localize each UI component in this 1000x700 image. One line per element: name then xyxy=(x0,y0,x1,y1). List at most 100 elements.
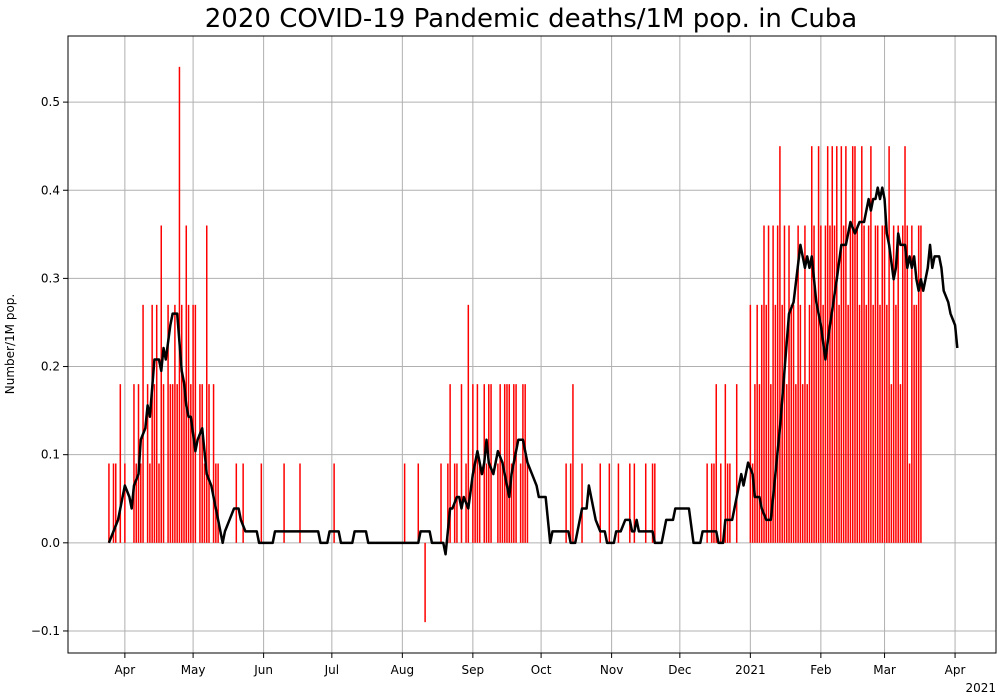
daily-bar xyxy=(474,463,476,543)
daily-bar xyxy=(176,384,178,543)
daily-bar xyxy=(713,463,715,543)
daily-bar xyxy=(902,225,904,543)
y-tick-label: 0.0 xyxy=(41,536,60,550)
daily-bar xyxy=(187,304,190,543)
daily-bar xyxy=(799,304,802,543)
daily-bar xyxy=(831,146,833,543)
daily-bar xyxy=(515,384,517,543)
daily-bar xyxy=(629,463,631,543)
daily-bar xyxy=(804,225,806,543)
daily-bar xyxy=(817,146,820,543)
daily-bar xyxy=(485,463,488,543)
x-tick-label: Jul xyxy=(324,663,339,677)
daily-bar xyxy=(715,384,717,543)
daily-bar xyxy=(460,384,463,543)
daily-bar xyxy=(190,384,192,543)
daily-bar xyxy=(815,304,818,543)
daily-bar xyxy=(212,384,215,543)
daily-bar xyxy=(833,225,836,543)
daily-bar xyxy=(417,463,420,543)
daily-bar xyxy=(895,304,897,543)
daily-bar xyxy=(710,463,713,543)
daily-bar xyxy=(497,463,499,543)
daily-bar xyxy=(171,384,174,543)
daily-bar xyxy=(644,463,647,543)
daily-bar xyxy=(160,225,162,543)
daily-bar xyxy=(770,384,772,543)
daily-bar xyxy=(856,225,858,543)
y-axis-label: Number/1M pop. xyxy=(3,294,17,394)
daily-bar xyxy=(849,225,852,543)
daily-bar xyxy=(119,384,122,543)
daily-bar xyxy=(913,304,915,543)
daily-bar xyxy=(151,304,153,543)
daily-bar xyxy=(836,146,838,543)
daily-bar xyxy=(751,463,754,543)
daily-bar xyxy=(917,225,920,543)
daily-bar xyxy=(888,146,890,543)
daily-bar xyxy=(788,225,790,543)
daily-bar xyxy=(795,384,797,543)
daily-bar xyxy=(906,225,909,543)
daily-bar xyxy=(572,384,574,543)
daily-bar xyxy=(872,304,874,543)
daily-bar xyxy=(167,304,169,543)
daily-bar xyxy=(112,463,115,543)
daily-bar xyxy=(447,463,449,543)
daily-bar xyxy=(217,463,219,543)
daily-bar xyxy=(108,463,110,543)
daily-bar xyxy=(581,463,583,543)
daily-bar xyxy=(242,463,244,543)
x-tick-label: Apr xyxy=(945,663,966,677)
daily-bar xyxy=(192,304,194,543)
daily-bar xyxy=(180,304,183,543)
daily-bar xyxy=(870,146,872,543)
daily-bar xyxy=(735,384,738,543)
daily-bar xyxy=(890,384,893,543)
daily-bar xyxy=(510,463,513,543)
daily-bar xyxy=(915,304,918,543)
daily-bar xyxy=(651,463,654,543)
daily-bar xyxy=(467,304,470,543)
daily-bar xyxy=(153,384,156,543)
daily-bar xyxy=(178,66,181,543)
x-tick-label: Mar xyxy=(873,663,896,677)
daily-bar xyxy=(806,384,808,543)
daily-bar xyxy=(617,463,620,543)
daily-bar xyxy=(706,463,708,543)
daily-bar xyxy=(235,463,238,543)
daily-bar xyxy=(820,225,822,543)
daily-bar xyxy=(845,146,847,543)
daily-bar xyxy=(654,463,656,543)
x-tick-label: May xyxy=(181,663,206,677)
daily-bar xyxy=(424,542,426,623)
daily-bar xyxy=(174,304,176,543)
daily-bar xyxy=(824,225,827,543)
plot-frame xyxy=(67,35,997,654)
daily-bar xyxy=(767,225,770,543)
y-tick-label: 0.3 xyxy=(41,271,60,285)
grid xyxy=(68,36,996,653)
daily-bar xyxy=(797,225,799,543)
daily-bar xyxy=(508,384,510,543)
daily-bar xyxy=(861,146,863,543)
daily-bar xyxy=(779,146,781,543)
daily-bar xyxy=(169,384,172,543)
daily-bar xyxy=(842,225,845,543)
daily-bar xyxy=(608,463,611,543)
daily-bar xyxy=(599,463,601,543)
daily-bar xyxy=(449,384,451,543)
y-tick-label: 0.5 xyxy=(41,95,60,109)
x-tick-label: Feb xyxy=(810,663,831,677)
daily-bar xyxy=(201,384,203,543)
daily-bar xyxy=(758,384,761,543)
x-tick-label: Sep xyxy=(462,663,485,677)
daily-bar xyxy=(726,463,729,543)
daily-bar xyxy=(754,384,756,543)
daily-bar xyxy=(185,225,188,543)
daily-bar xyxy=(763,225,765,543)
daily-bar xyxy=(724,384,727,543)
x-axis: Apr May Jun Jul Aug Sep Oct Nov Dec 2021 Feb Mar Apr xyxy=(114,653,966,677)
daily-bar xyxy=(801,384,804,543)
x-tick-label: Oct xyxy=(531,663,552,677)
